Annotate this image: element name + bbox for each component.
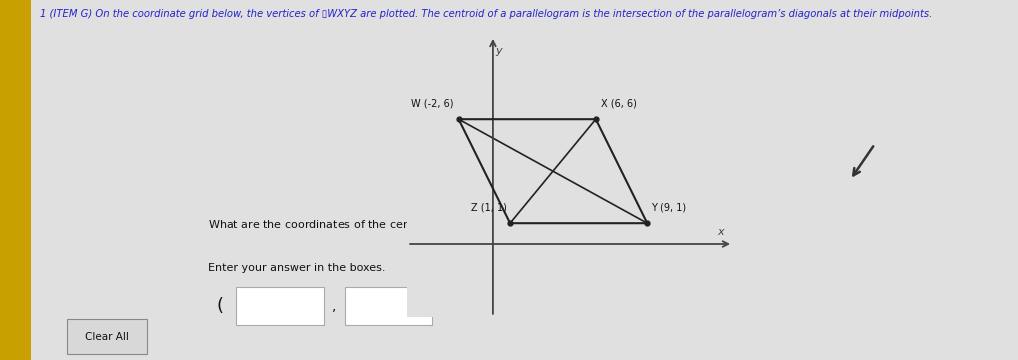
Text: ,: , — [332, 299, 336, 313]
Text: 1 (ITEM G) On the coordinate grid below, the vertices of ▯WXYZ are plotted. The : 1 (ITEM G) On the coordinate grid below,… — [41, 9, 932, 19]
Text: Z (1, 1): Z (1, 1) — [470, 203, 507, 213]
Text: y: y — [496, 46, 502, 57]
Text: W (-2, 6): W (-2, 6) — [411, 99, 453, 109]
Text: x: x — [718, 227, 725, 237]
Text: Y (9, 1): Y (9, 1) — [651, 203, 686, 213]
Text: Enter your answer in the boxes.: Enter your answer in the boxes. — [209, 263, 386, 273]
Text: ): ) — [442, 297, 449, 315]
Text: (: ( — [216, 297, 223, 315]
FancyBboxPatch shape — [67, 319, 147, 354]
FancyBboxPatch shape — [236, 287, 324, 325]
Text: X (6, 6): X (6, 6) — [601, 99, 637, 109]
Text: Clear All: Clear All — [86, 332, 129, 342]
FancyBboxPatch shape — [344, 287, 433, 325]
Text: What are the coordinates of the centroid that is formed by the intersection of $: What are the coordinates of the centroid… — [209, 216, 719, 233]
